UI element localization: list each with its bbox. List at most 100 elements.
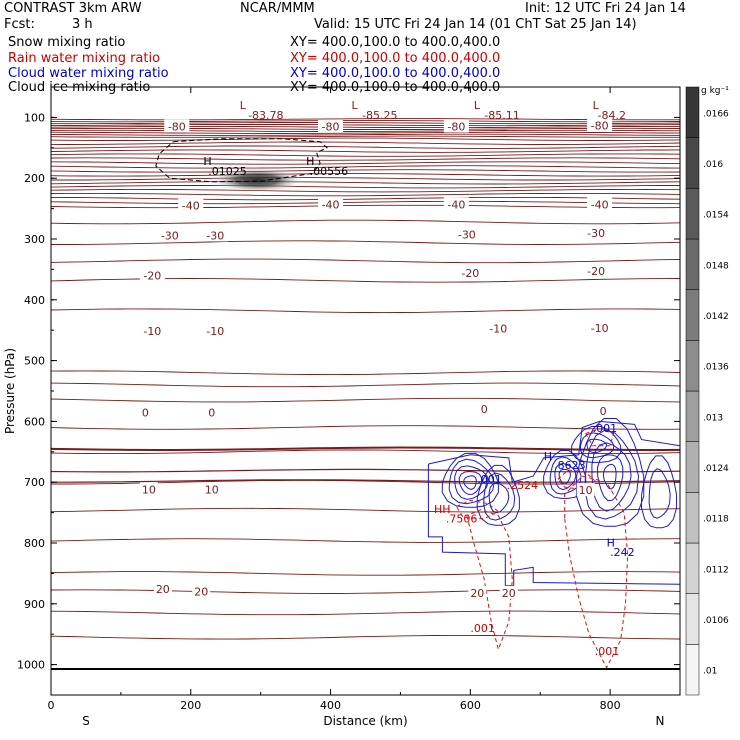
cloud-water-contour — [586, 438, 608, 454]
isotherm-line — [51, 173, 680, 177]
isotherm-label-bg — [587, 118, 613, 132]
colorbar-segment — [685, 390, 700, 442]
colorbar-label: .0148 — [703, 261, 729, 271]
extremum-label: .2524 — [507, 479, 538, 492]
x-tick-label: 600 — [460, 699, 481, 712]
isotherm-line — [51, 169, 680, 173]
isotherm-label-bg — [202, 482, 221, 496]
isotherm-line — [51, 149, 680, 153]
extremum-label: L — [474, 99, 481, 112]
isotherm-line — [51, 129, 680, 132]
extremum-label: -83.78 — [248, 109, 283, 122]
isotherm-label: -20 — [143, 269, 161, 282]
colorbar-label: .0166 — [703, 109, 729, 119]
isotherm-line — [51, 240, 680, 245]
isotherm-line — [51, 425, 680, 430]
isotherm-label: 10 — [579, 484, 593, 497]
isotherm-label: -80 — [322, 121, 340, 134]
isotherm-line — [51, 145, 680, 149]
extremum-label: L — [593, 99, 600, 112]
isotherm-line — [51, 589, 680, 594]
extremum-label: -84.2 — [598, 109, 626, 122]
isotherm-label: -40 — [182, 200, 200, 213]
isotherm-label-bg — [178, 198, 204, 212]
extremum-label: .8623 — [554, 459, 586, 472]
field-xy-snow: XY= 400.0,100.0 to 400.0,400.0 — [290, 35, 501, 50]
y-axis-label: Pressure (hPa) — [3, 348, 17, 434]
isotherm-label-bg — [139, 482, 158, 496]
isotherm-label-bg — [192, 584, 211, 598]
colorbar-label: .0106 — [703, 616, 729, 626]
fcst-value: 3 h — [72, 17, 93, 32]
isotherm-line — [51, 120, 680, 123]
isotherm-label: -30 — [161, 229, 179, 242]
isotherm-label-bg — [202, 323, 228, 337]
field-label-cloud-water: Cloud water mixing ratio — [8, 66, 169, 81]
colorbar-segment — [685, 644, 700, 696]
y-tick-label: 600 — [24, 415, 45, 428]
extremum-label: .001 — [595, 645, 620, 658]
rain-water-contour — [564, 475, 629, 669]
rain-water-contour — [466, 509, 513, 652]
cloud-water-contour — [427, 420, 680, 587]
isotherm-line — [51, 200, 680, 205]
cloud-water-contour — [463, 475, 477, 490]
isotherm-label: 20 — [470, 587, 484, 600]
colorbar-segment — [685, 86, 700, 138]
isotherm-line — [51, 122, 680, 125]
isotherm-label-bg — [587, 197, 613, 211]
isotherm-label: 20 — [194, 586, 208, 599]
extremum-label: HH — [434, 503, 451, 516]
isotherm-label: -30 — [587, 227, 605, 240]
isotherm-line — [51, 135, 680, 138]
isotherm-label: -30 — [458, 229, 476, 242]
isotherm-line — [51, 370, 680, 376]
isotherm-label: -30 — [206, 229, 224, 242]
isotherm-label-bg — [499, 585, 518, 599]
isotherm-label: -80 — [168, 121, 186, 134]
extremum-label: .7506 — [446, 513, 478, 526]
colorbar-label: .01 — [703, 667, 717, 677]
isotherm-label: 0 — [481, 403, 488, 416]
colorbar-segment — [685, 137, 700, 189]
isotherm-label-bg — [153, 582, 172, 596]
extremum-label: .001 — [470, 622, 495, 635]
isotherm-label: -40 — [322, 198, 340, 211]
extremum-label: L — [240, 99, 247, 112]
x-tick-label: 800 — [600, 699, 621, 712]
cloud-water-contour — [648, 468, 671, 519]
colorbar-label: .0118 — [703, 515, 729, 525]
cloud-water-contour — [558, 468, 571, 485]
isotherm-label: -80 — [447, 121, 465, 134]
isotherm-label-bg — [457, 266, 483, 280]
colorbar-label: .0136 — [703, 363, 729, 373]
isotherm-line — [51, 192, 680, 197]
isotherm-label-bg — [485, 321, 511, 335]
isotherm-label-bg — [318, 197, 344, 211]
x-axis-label: Distance (km) — [323, 714, 407, 728]
extremum-label: H — [607, 536, 615, 549]
isotherm-label: -10 — [489, 322, 507, 335]
snow-contour — [155, 138, 329, 183]
colorbar-segment — [685, 188, 700, 240]
colorbar-segment — [685, 238, 700, 290]
cloud-water-contour — [596, 454, 624, 502]
colorbar-segment — [685, 542, 700, 594]
rain-water-contour — [557, 469, 597, 491]
isotherm-label: -40 — [591, 198, 609, 211]
isotherm-line — [51, 153, 680, 157]
isotherm-line — [51, 157, 680, 161]
cloud-water-contour — [543, 450, 587, 499]
isotherm-line — [51, 141, 680, 145]
isotherm-label-bg — [202, 228, 228, 242]
rain-water-contours — [455, 428, 629, 669]
isotherm-line — [51, 204, 680, 209]
isotherm-label-bg — [454, 227, 480, 241]
isotherm-line — [51, 181, 680, 185]
cloud-water-contour — [584, 429, 639, 520]
rain-water-contour — [585, 428, 615, 447]
field-xy-rain: XY= 400.0,100.0 to 400.0,400.0 — [290, 51, 501, 66]
isotherm-label-bg — [206, 405, 218, 419]
isotherm-line — [51, 571, 680, 576]
